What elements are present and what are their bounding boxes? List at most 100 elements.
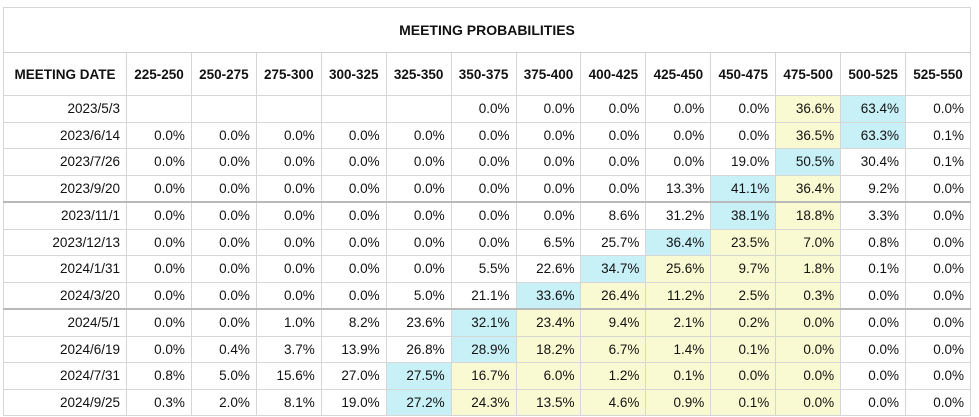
meeting-date-cell: 2023/9/20 bbox=[3, 174, 127, 203]
probability-cell: 0.0% bbox=[905, 255, 971, 283]
probability-cell: 0.3% bbox=[775, 281, 842, 310]
meeting-date-cell: 2024/9/25 bbox=[3, 388, 127, 416]
probability-cell: 11.2% bbox=[645, 281, 712, 310]
probability-cell: 0.0% bbox=[190, 255, 257, 283]
probability-cell: 0.8% bbox=[840, 228, 907, 256]
probability-cell: 0.0% bbox=[775, 388, 842, 416]
probability-cell: 0.0% bbox=[126, 335, 192, 363]
probability-cell: 0.0% bbox=[645, 148, 712, 176]
probability-cell: 7.0% bbox=[775, 228, 842, 256]
header-range-400-425[interactable]: 400-425 bbox=[580, 52, 647, 96]
probability-cell: 3.3% bbox=[840, 201, 907, 230]
probability-cell: 0.0% bbox=[255, 174, 322, 203]
table-row: 2024/1/31 0.0% 0.0% 0.0% 0.0% 0.0% 5.5% 22.6% 34… bbox=[3, 255, 971, 283]
probability-cell: 0.0% bbox=[645, 95, 712, 123]
probability-cell: 0.0% bbox=[710, 95, 777, 123]
probability-cell: 1.8% bbox=[775, 255, 842, 283]
probability-cell: 18.8% bbox=[775, 201, 842, 230]
probability-cell: 0.0% bbox=[255, 255, 322, 283]
probability-cell: 0.0% bbox=[905, 281, 971, 310]
probability-cell: 0.0% bbox=[126, 201, 192, 230]
table-row: 2023/7/26 0.0% 0.0% 0.0% 0.0% 0.0% 0.0% 0.0% 0.0… bbox=[3, 148, 971, 176]
probability-cell: 0.0% bbox=[255, 148, 322, 176]
probability-cell: 0.0% bbox=[775, 362, 842, 390]
probability-cell: 19.0% bbox=[710, 148, 777, 176]
header-range-350-375[interactable]: 350-375 bbox=[450, 52, 517, 96]
probability-cell: 63.4% bbox=[840, 95, 907, 123]
meeting-date-cell: 2024/1/31 bbox=[3, 255, 127, 283]
probability-cell bbox=[126, 95, 192, 123]
probability-cell: 0.0% bbox=[905, 362, 971, 390]
probability-cell: 0.0% bbox=[905, 201, 971, 230]
probability-cell: 0.0% bbox=[320, 174, 387, 203]
probability-cell: 0.0% bbox=[255, 281, 322, 310]
header-range-225-250[interactable]: 225-250 bbox=[126, 52, 192, 96]
header-meeting-date[interactable]: MEETING DATE bbox=[3, 52, 127, 96]
probability-cell: 2.0% bbox=[190, 388, 257, 416]
header-range-450-475[interactable]: 450-475 bbox=[710, 52, 777, 96]
probability-cell: 0.0% bbox=[320, 281, 387, 310]
header-range-525-550[interactable]: 525-550 bbox=[905, 52, 971, 96]
probability-cell: 6.0% bbox=[515, 362, 582, 390]
meeting-date-cell: 2024/5/1 bbox=[3, 308, 127, 337]
header-range-275-300[interactable]: 275-300 bbox=[255, 52, 322, 96]
probability-cell: 0.0% bbox=[580, 121, 647, 149]
probability-cell: 6.5% bbox=[515, 228, 582, 256]
header-range-500-525[interactable]: 500-525 bbox=[840, 52, 907, 96]
probability-cell: 63.3% bbox=[840, 121, 907, 149]
probability-cell: 0.0% bbox=[255, 228, 322, 256]
header-range-250-275[interactable]: 250-275 bbox=[190, 52, 257, 96]
header-range-300-325[interactable]: 300-325 bbox=[320, 52, 387, 96]
probability-cell: 36.5% bbox=[775, 121, 842, 149]
probability-cell: 0.0% bbox=[320, 201, 387, 230]
probability-cell: 1.0% bbox=[255, 308, 322, 337]
probability-cell: 0.0% bbox=[840, 308, 907, 337]
probability-cell: 0.1% bbox=[710, 335, 777, 363]
probability-cell: 24.3% bbox=[450, 388, 517, 416]
probability-cell: 0.0% bbox=[190, 281, 257, 310]
probability-cell: 0.8% bbox=[126, 362, 192, 390]
probability-cell: 0.0% bbox=[450, 148, 517, 176]
probability-cell: 0.0% bbox=[515, 95, 582, 123]
table-row: 2024/7/31 0.8% 5.0% 15.6% 27.0% 27.5% 16.7% 6.0… bbox=[3, 362, 971, 390]
probability-cell: 25.6% bbox=[645, 255, 712, 283]
probability-cell: 13.9% bbox=[320, 335, 387, 363]
probability-cell: 0.0% bbox=[385, 148, 452, 176]
probability-cell: 13.3% bbox=[645, 174, 712, 203]
probability-cell: 0.0% bbox=[775, 308, 842, 337]
probability-cell: 0.0% bbox=[450, 121, 517, 149]
probability-cell: 0.0% bbox=[580, 148, 647, 176]
probability-cell: 1.4% bbox=[645, 335, 712, 363]
probability-cell: 3.7% bbox=[255, 335, 322, 363]
probability-cell: 0.0% bbox=[905, 335, 971, 363]
probability-cell: 0.0% bbox=[385, 255, 452, 283]
probability-cell: 0.0% bbox=[515, 174, 582, 203]
probability-cell: 0.0% bbox=[450, 174, 517, 203]
probability-cell: 15.6% bbox=[255, 362, 322, 390]
probability-cell: 21.1% bbox=[450, 281, 517, 310]
probability-cell: 0.0% bbox=[255, 121, 322, 149]
meeting-date-cell: 2024/3/20 bbox=[3, 281, 127, 310]
table-title: MEETING PROBABILITIES bbox=[3, 7, 971, 53]
table-row: 2023/6/14 0.0% 0.0% 0.0% 0.0% 0.0% 0.0% 0.0% 0.0… bbox=[3, 121, 971, 149]
table-row: 2024/6/19 0.0% 0.4% 3.7% 13.9% 26.8% 28.9% 18.2… bbox=[3, 335, 971, 363]
probability-cell: 0.0% bbox=[840, 388, 907, 416]
probability-cell: 2.5% bbox=[710, 281, 777, 310]
probability-cell: 0.0% bbox=[126, 148, 192, 176]
probability-cell: 0.0% bbox=[320, 121, 387, 149]
probability-cell: 0.1% bbox=[905, 121, 971, 149]
probability-cell: 0.0% bbox=[450, 201, 517, 230]
meeting-date-cell: 2023/6/14 bbox=[3, 121, 127, 149]
header-range-325-350[interactable]: 325-350 bbox=[385, 52, 452, 96]
probability-cell: 50.5% bbox=[775, 148, 842, 176]
probability-cell: 0.0% bbox=[450, 228, 517, 256]
probability-cell: 0.0% bbox=[320, 228, 387, 256]
probability-cell: 36.6% bbox=[775, 95, 842, 123]
probabilities-table: MEETING PROBABILITIES MEETING DATE 225-2… bbox=[3, 7, 971, 416]
probability-cell: 9.4% bbox=[580, 308, 647, 337]
header-range-375-400[interactable]: 375-400 bbox=[515, 52, 582, 96]
probability-cell: 0.0% bbox=[190, 201, 257, 230]
header-range-475-500[interactable]: 475-500 bbox=[775, 52, 842, 96]
probability-cell: 0.0% bbox=[190, 228, 257, 256]
header-range-425-450[interactable]: 425-450 bbox=[645, 52, 712, 96]
